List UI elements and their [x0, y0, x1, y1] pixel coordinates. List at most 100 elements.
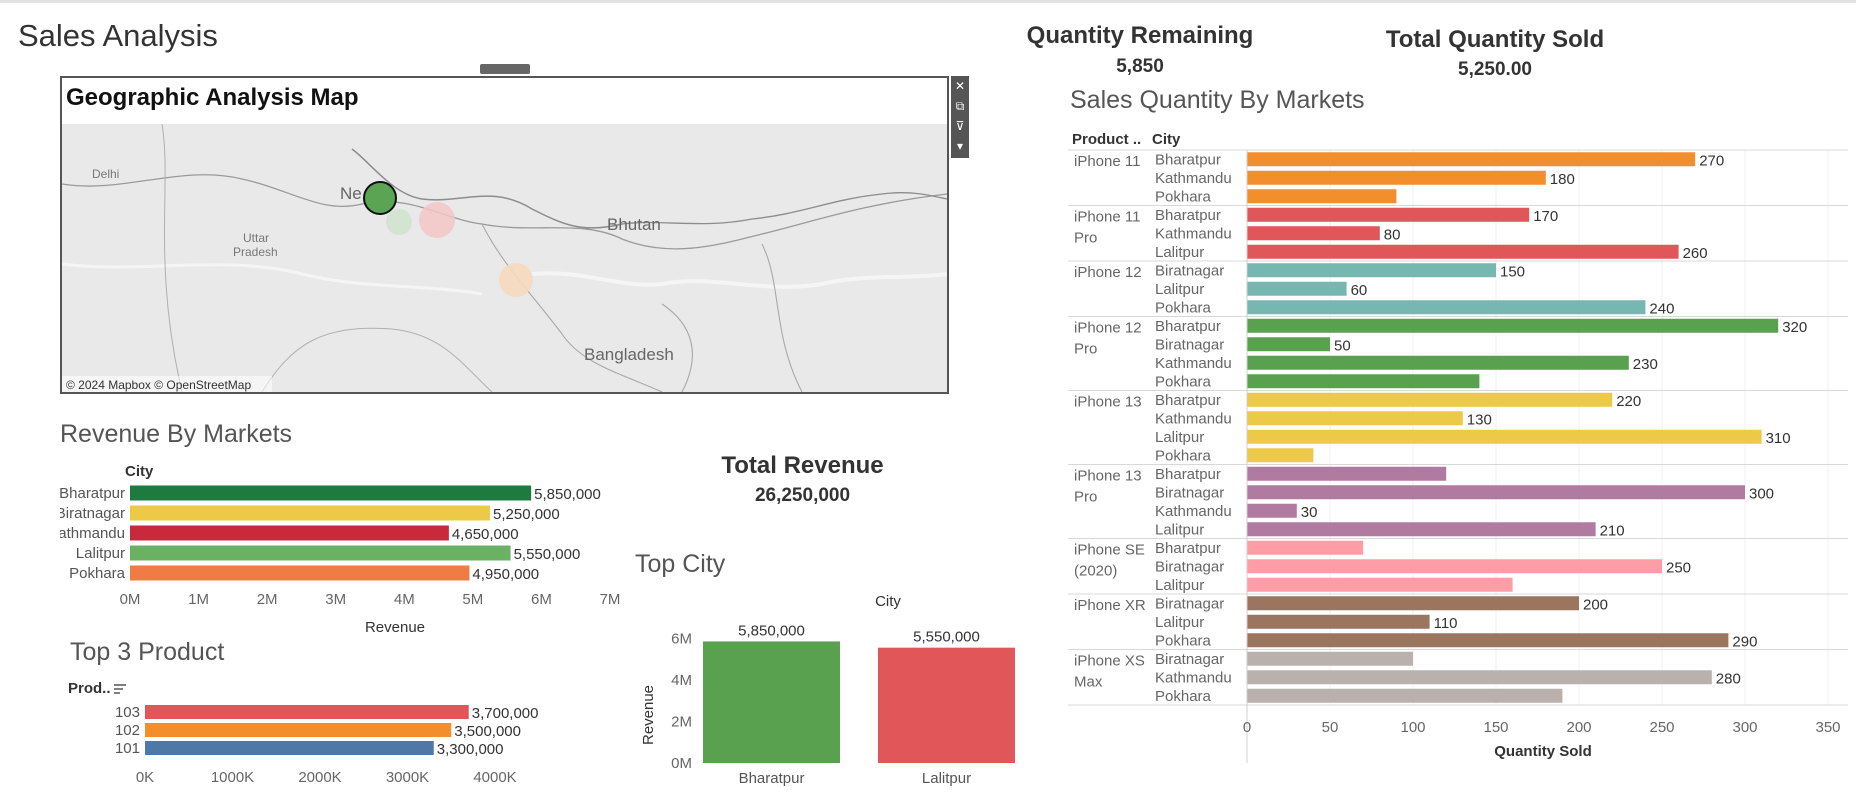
- bar[interactable]: [1247, 207, 1530, 222]
- product-label: Pro: [1074, 489, 1097, 506]
- close-icon[interactable]: ✕: [954, 79, 966, 93]
- map-label-uttar: Uttar: [243, 231, 269, 245]
- tick-label: 3M: [325, 591, 346, 608]
- data-label: 230: [1633, 356, 1658, 373]
- map-marker[interactable]: [419, 202, 455, 238]
- x-axis-label: Revenue: [365, 619, 425, 636]
- map-label-ne: Ne: [340, 184, 362, 203]
- bar[interactable]: [130, 545, 511, 561]
- bar[interactable]: [1247, 614, 1430, 629]
- bar[interactable]: [1247, 670, 1712, 685]
- bar[interactable]: [1247, 152, 1696, 167]
- city-label: Kathmandu: [1155, 170, 1232, 187]
- data-label: 3,500,000: [454, 723, 521, 740]
- bar[interactable]: [1247, 651, 1413, 666]
- data-label: 5,850,000: [534, 486, 601, 503]
- tick-label: 0K: [136, 769, 154, 786]
- data-label: 4,950,000: [472, 566, 539, 583]
- bar[interactable]: [1247, 688, 1563, 703]
- bar[interactable]: [1247, 318, 1779, 333]
- bar[interactable]: [1247, 337, 1330, 352]
- sales-quantity-by-markets-chart: Product .. City iPhone 11 Bharatpur 270 Kat…: [1068, 131, 1848, 763]
- geographic-analysis-map[interactable]: Geographic Analysis Map Delhi Ne Uttar P…: [60, 76, 949, 394]
- product-label: iPhone XR: [1074, 597, 1146, 614]
- tick-label: 1M: [188, 591, 209, 608]
- data-label: 5,550,000: [514, 546, 581, 563]
- product-label: Max: [1074, 674, 1103, 691]
- map-marker[interactable]: [386, 209, 412, 235]
- city-label: Biratnagar: [1155, 595, 1224, 612]
- bar[interactable]: [1247, 374, 1480, 389]
- city-label: Bharatpur: [1155, 207, 1221, 224]
- map-drag-handle[interactable]: [480, 64, 530, 74]
- bar[interactable]: [1247, 540, 1364, 555]
- data-label: 250: [1666, 559, 1691, 576]
- bar[interactable]: [878, 647, 1015, 763]
- top-3-product-chart: Prod.. 103 3,700,000 102 3,500,000 101 3,300,…: [68, 680, 538, 786]
- map-label-bangladesh: Bangladesh: [584, 345, 674, 364]
- total-revenue-value: 26,250,000: [754, 485, 851, 506]
- map-attribution-bg: [62, 376, 272, 392]
- quantity-remaining-value: 5,850: [1116, 56, 1164, 77]
- bar[interactable]: [1247, 596, 1579, 611]
- x-axis-label: Quantity Sold: [1494, 743, 1592, 760]
- bar[interactable]: [1247, 411, 1463, 426]
- bar[interactable]: [1247, 392, 1613, 407]
- bar[interactable]: [1247, 522, 1596, 537]
- category-label: Pokhara: [69, 565, 126, 582]
- bar[interactable]: [1247, 281, 1347, 296]
- bar[interactable]: [1247, 503, 1297, 518]
- bar[interactable]: [145, 741, 434, 755]
- map-border-line: [761, 243, 803, 392]
- map-canvas[interactable]: Delhi Ne Uttar Pradesh Bhutan Bangladesh…: [62, 123, 947, 392]
- bar[interactable]: [1247, 577, 1513, 592]
- bar[interactable]: [1247, 300, 1646, 315]
- popout-icon[interactable]: ⧉: [955, 99, 965, 113]
- more-options-icon[interactable]: ▾: [956, 139, 964, 153]
- bar[interactable]: [1247, 559, 1662, 574]
- city-label: Biratnagar: [1155, 262, 1224, 279]
- data-label: 290: [1732, 633, 1757, 650]
- filter-icon[interactable]: ⊽: [955, 119, 965, 133]
- bar[interactable]: [1247, 466, 1447, 481]
- map-border-line: [621, 192, 947, 225]
- data-label: 220: [1616, 393, 1641, 410]
- bar[interactable]: [1247, 633, 1729, 648]
- city-label: Pokhara: [1155, 447, 1212, 464]
- map-title: Geographic Analysis Map: [66, 84, 359, 111]
- bar[interactable]: [130, 565, 470, 581]
- city-label: Biratnagar: [1155, 558, 1224, 575]
- bar[interactable]: [1247, 226, 1380, 241]
- bar[interactable]: [1247, 429, 1762, 444]
- data-label: 260: [1683, 245, 1708, 262]
- bar[interactable]: [1247, 263, 1496, 278]
- tick-label: 6M: [531, 591, 552, 608]
- product-label: iPhone 11: [1074, 209, 1140, 226]
- data-label: 60: [1351, 282, 1368, 299]
- total-quantity-sold-label: Total Quantity Sold: [1385, 26, 1605, 53]
- data-label: 180: [1550, 171, 1575, 188]
- map-marker-selected[interactable]: [363, 181, 397, 215]
- bar[interactable]: [1247, 355, 1629, 370]
- map-land: [62, 124, 947, 392]
- data-label: 210: [1600, 522, 1625, 539]
- map-marker[interactable]: [499, 263, 533, 297]
- sort-icon[interactable]: [114, 684, 126, 694]
- bar[interactable]: [145, 705, 469, 719]
- bar[interactable]: [130, 505, 490, 521]
- city-label: Biratnagar: [1155, 651, 1224, 668]
- bar[interactable]: [130, 525, 449, 541]
- top-city-chart: City Revenue 0M 2M 4M 6M 5,850,000 Bharatpur 5…: [640, 593, 1015, 787]
- bar[interactable]: [703, 641, 840, 763]
- data-label: 3,300,000: [437, 741, 504, 758]
- category-label: Bharatpur: [739, 770, 805, 787]
- top-city-title: Top City: [635, 550, 726, 578]
- bar[interactable]: [1247, 448, 1314, 463]
- bar[interactable]: [130, 485, 532, 501]
- bar[interactable]: [1247, 170, 1546, 185]
- bar[interactable]: [1247, 244, 1679, 259]
- bar[interactable]: [1247, 189, 1397, 204]
- bar[interactable]: [1247, 485, 1745, 500]
- tick-label: 2M: [257, 591, 278, 608]
- bar[interactable]: [145, 723, 452, 737]
